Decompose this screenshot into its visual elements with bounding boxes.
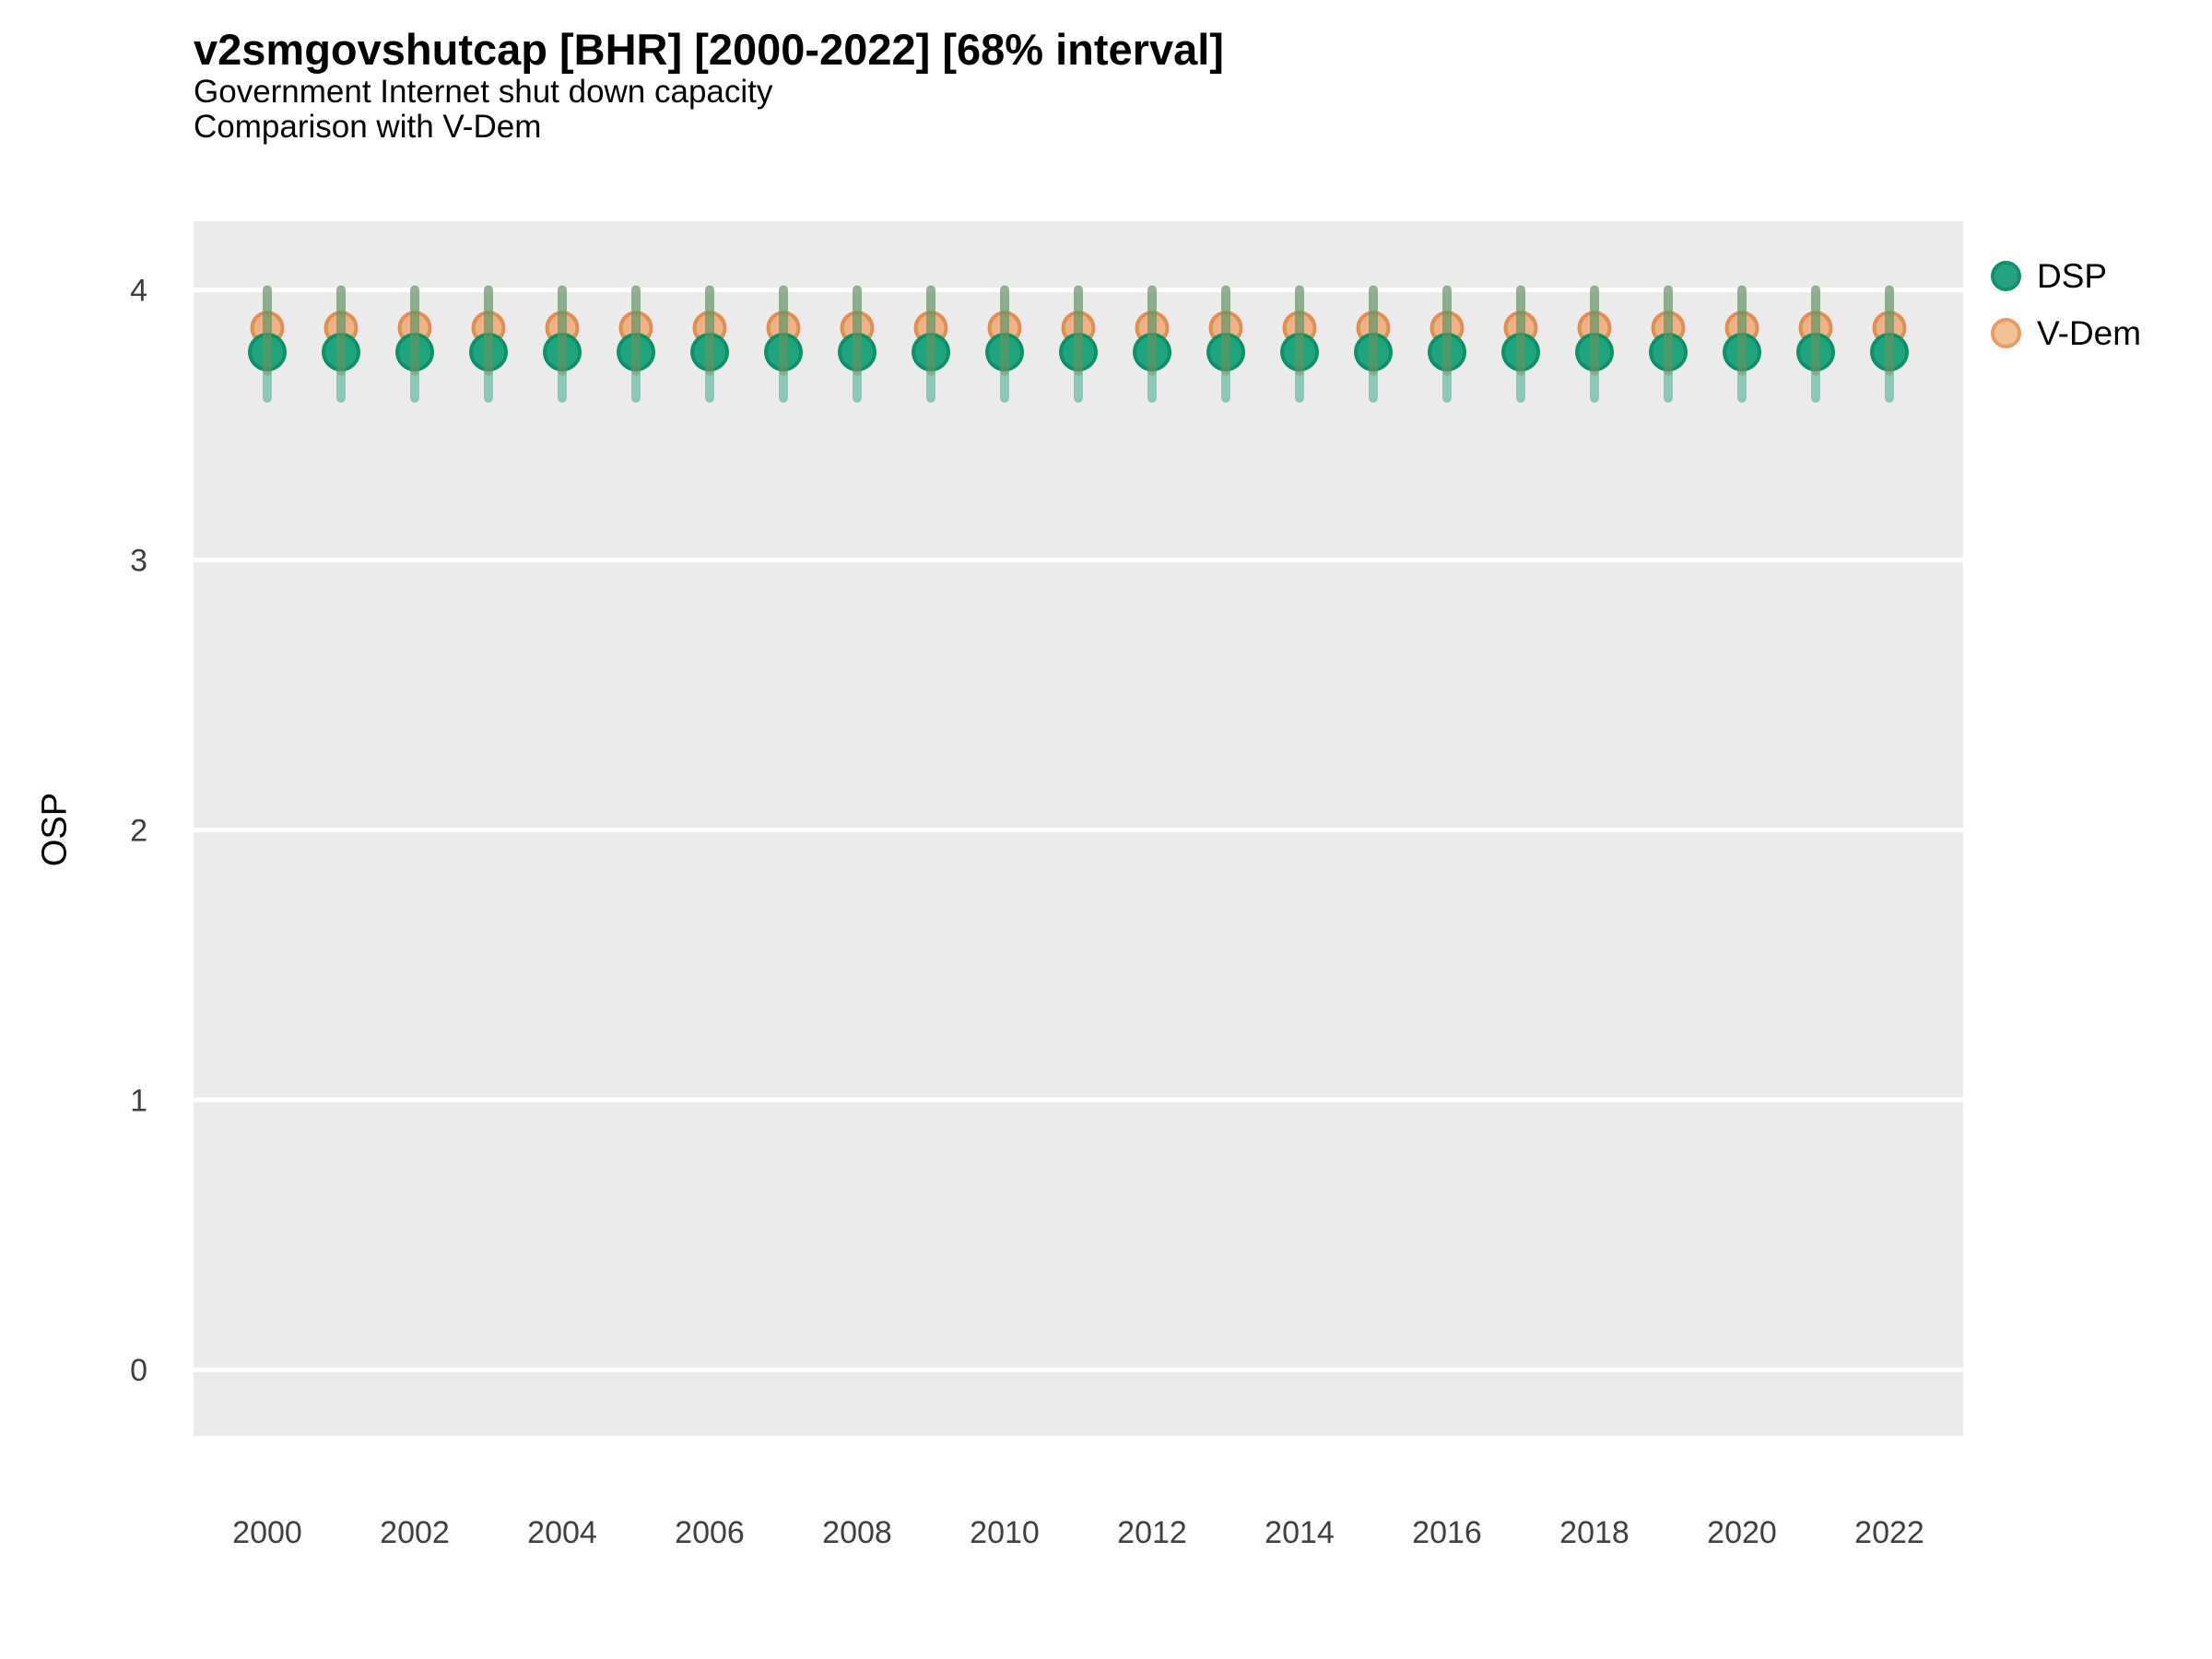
dsp-point-2000 [248,333,287,372]
dsp-legend-swatch-icon [1991,261,2021,291]
y-tick-label-1: 1 [130,1083,147,1118]
dsp-point-2012 [1133,333,1171,372]
dsp-point-2009 [912,333,950,372]
y-axis-title: OSP [35,792,75,867]
dsp-point-2018 [1575,333,1614,372]
x-tick-label-2012: 2012 [1117,1515,1187,1550]
x-tick-label-2022: 2022 [1854,1515,1924,1550]
x-tick-label-2010: 2010 [970,1515,1040,1550]
chart-subtitle-line2: Comparison with V-Dem [194,109,542,145]
chart-subtitle-line1: Government Internet shut down capacity [194,74,773,110]
chart-legend: DSP V-Dem [1991,259,2141,350]
x-tick-label-2018: 2018 [1559,1515,1630,1550]
x-tick-label-2016: 2016 [1412,1515,1482,1550]
legend-item-dsp: DSP [1991,259,2141,293]
dsp-point-2019 [1649,333,1688,372]
vdem-legend-swatch-icon [1991,318,2021,348]
dsp-point-2003 [469,333,508,372]
dsp-point-2006 [690,333,729,372]
x-tick-label-2000: 2000 [232,1515,302,1550]
dsp-point-2004 [543,333,582,372]
dsp-point-2001 [322,333,360,372]
x-tick-label-2008: 2008 [822,1515,892,1550]
dsp-point-2005 [617,333,655,372]
y-tick-label-4: 4 [130,274,147,309]
dsp-point-2022 [1870,333,1909,372]
x-tick-label-2020: 2020 [1707,1515,1777,1550]
dsp-point-2010 [985,333,1024,372]
legend-label-dsp: DSP [2037,257,2108,295]
dsp-point-2011 [1059,333,1098,372]
y-tick-label-3: 3 [130,544,147,579]
dsp-point-2014 [1280,333,1319,372]
dsp-point-2020 [1723,333,1761,372]
legend-label-vdem: V-Dem [2037,314,2142,352]
dsp-point-2015 [1354,333,1393,372]
x-tick-label-2002: 2002 [380,1515,450,1550]
dsp-point-2016 [1428,333,1466,372]
x-tick-label-2006: 2006 [675,1515,745,1550]
legend-item-vdem: V-Dem [1991,316,2141,350]
chart-title: v2smgovshutcap [BHR] [2000-2022] [68% in… [194,25,1224,74]
y-tick-label-0: 0 [130,1353,147,1388]
dsp-point-2002 [395,333,434,372]
dsp-point-2017 [1501,333,1540,372]
x-tick-label-2004: 2004 [527,1515,597,1550]
dsp-point-2008 [838,333,877,372]
dsp-point-2021 [1796,333,1835,372]
y-tick-label-2: 2 [130,813,147,848]
dsp-point-2013 [1206,333,1245,372]
x-tick-label-2014: 2014 [1265,1515,1335,1550]
dsp-point-2007 [764,333,803,372]
